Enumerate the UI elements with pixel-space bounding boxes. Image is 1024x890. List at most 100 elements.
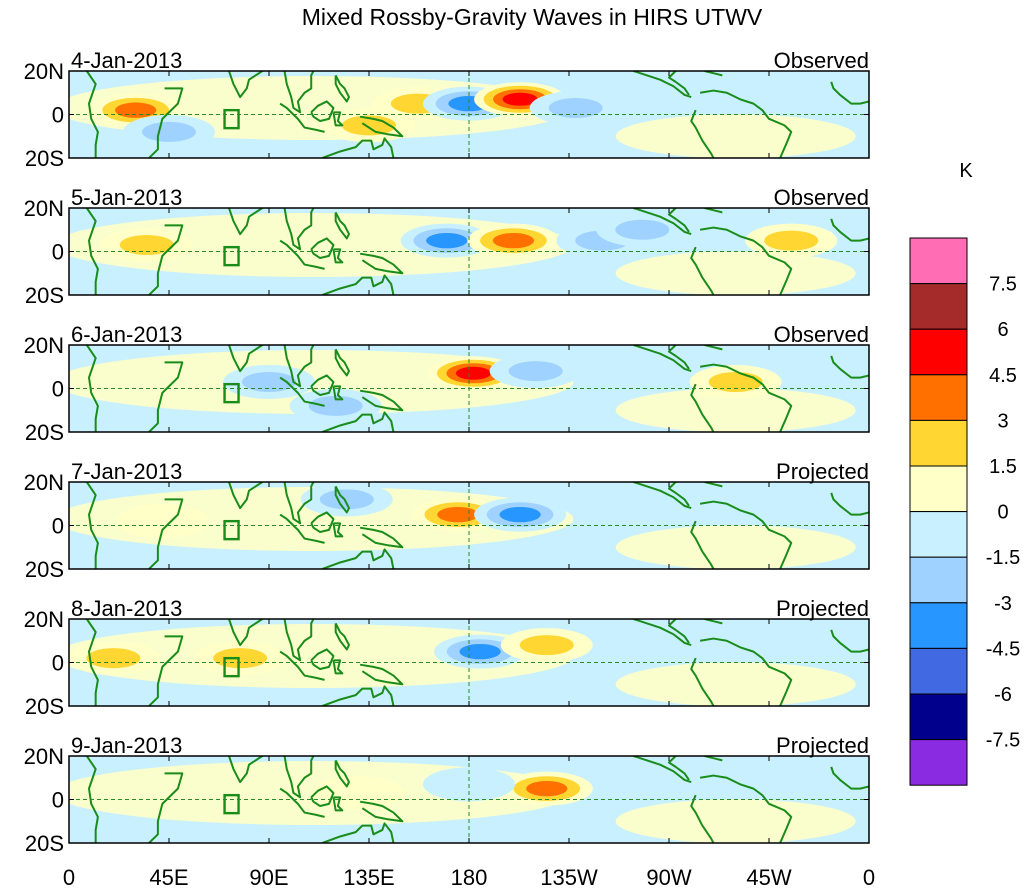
coastline [85,619,99,706]
anomaly-contour [308,395,363,416]
coastline [193,345,196,346]
coastline [359,115,404,138]
coastline [690,246,715,295]
coastline [227,71,266,99]
lat-label: 20S [25,283,64,308]
map-panel: 20N 0 20S 7-Jan-2013 Projected [24,459,870,582]
colorbar-swatch [909,602,968,649]
lon-label: 45E [149,865,188,890]
colorbar-level: -4.5 [986,638,1020,660]
coastline [85,482,99,569]
anomaly-contour [437,506,479,523]
coastline [668,756,690,781]
coastline [334,74,350,103]
coastline [668,345,690,370]
colorbar-swatch [909,374,968,421]
anomaly-contour [459,643,501,660]
coastline [310,237,335,260]
coastline [193,619,196,620]
anomaly-contour [242,371,296,392]
anomaly-contour [455,366,491,380]
coastline [193,482,196,483]
anomaly-contour [119,234,174,255]
anomaly-contour [492,232,535,249]
colorbar-swatch [909,465,968,513]
coastline [227,208,266,236]
lat-label: 20S [25,420,64,445]
coastline [359,526,404,549]
anomaly-contour [142,121,196,142]
lat-label: 20N [24,607,64,632]
colorbar-level: 3 [997,410,1008,432]
coastlines [85,619,869,706]
figure-title: Mixed Rossby-Gravity Waves in HIRS UTWV [302,4,763,30]
coastlines [85,208,869,295]
colorbar-swatch [909,419,968,467]
coastline [227,345,266,373]
panel-status: Projected [776,459,869,484]
anomaly-contour [502,92,538,106]
panel-date: 8-Jan-2013 [71,596,182,621]
map-panel: 20N 0 20S 8-Jan-2013 Projected [24,596,870,719]
coastline [85,756,99,843]
coastline [690,520,715,569]
coastline [830,355,869,379]
lat-label: 0 [52,103,64,128]
panel-status: Projected [776,596,869,621]
coastline [321,137,395,158]
lat-label: 20N [24,744,64,769]
coastline [148,87,184,158]
coastline [830,218,869,242]
anomaly-contour [426,232,468,249]
anomaly-band [615,525,856,569]
lat-label: 20S [25,694,64,719]
anomaly-band [615,251,856,295]
region-box [223,656,240,678]
lat-label: 20N [24,333,64,358]
coastline [334,211,350,240]
coastline [283,71,315,114]
coastline [321,411,395,432]
region-box [223,108,240,130]
coastline [359,800,404,823]
anomaly-contour [115,102,157,118]
coastline [279,513,325,544]
coastline [283,345,315,388]
coastline [633,345,692,373]
coastline [193,71,196,72]
colorbar-swatch [909,647,968,695]
coastline [633,71,692,99]
coastline [85,208,99,295]
lat-label: 0 [52,651,64,676]
map-panel: 20N 0 20S 4-Jan-2013 Observed [24,48,870,171]
coastline [668,482,690,507]
coastline [633,208,692,236]
lon-label: 90W [646,865,691,890]
map-panels: 20N 0 20S 4-Jan-2013 Observed 20N 0 20S 5-Jan-20… [24,48,870,856]
map-panel: 20N 0 20S 6-Jan-2013 Observed [24,322,870,445]
lat-label: 0 [52,788,64,813]
anomaly-contour [319,489,374,510]
lat-label: 0 [52,377,64,402]
anomaly-contour [764,230,819,251]
coastline [321,548,395,569]
panel-status: Observed [774,322,869,347]
coastline [321,274,395,295]
coastline [310,648,335,671]
coastline [310,511,335,534]
coastline [227,482,266,510]
coastline [668,619,690,644]
map-fill-layer [69,349,856,432]
coastline [148,635,184,706]
coastline [830,492,869,516]
coastline [332,796,344,812]
panel-date: 9-Jan-2013 [71,733,182,758]
lat-label: 20S [25,557,64,582]
coastline [830,766,869,790]
coastline [332,659,344,675]
lat-label: 20S [25,146,64,171]
colorbar-swatch [909,511,968,558]
coastline [321,685,395,706]
coastline [148,498,184,569]
